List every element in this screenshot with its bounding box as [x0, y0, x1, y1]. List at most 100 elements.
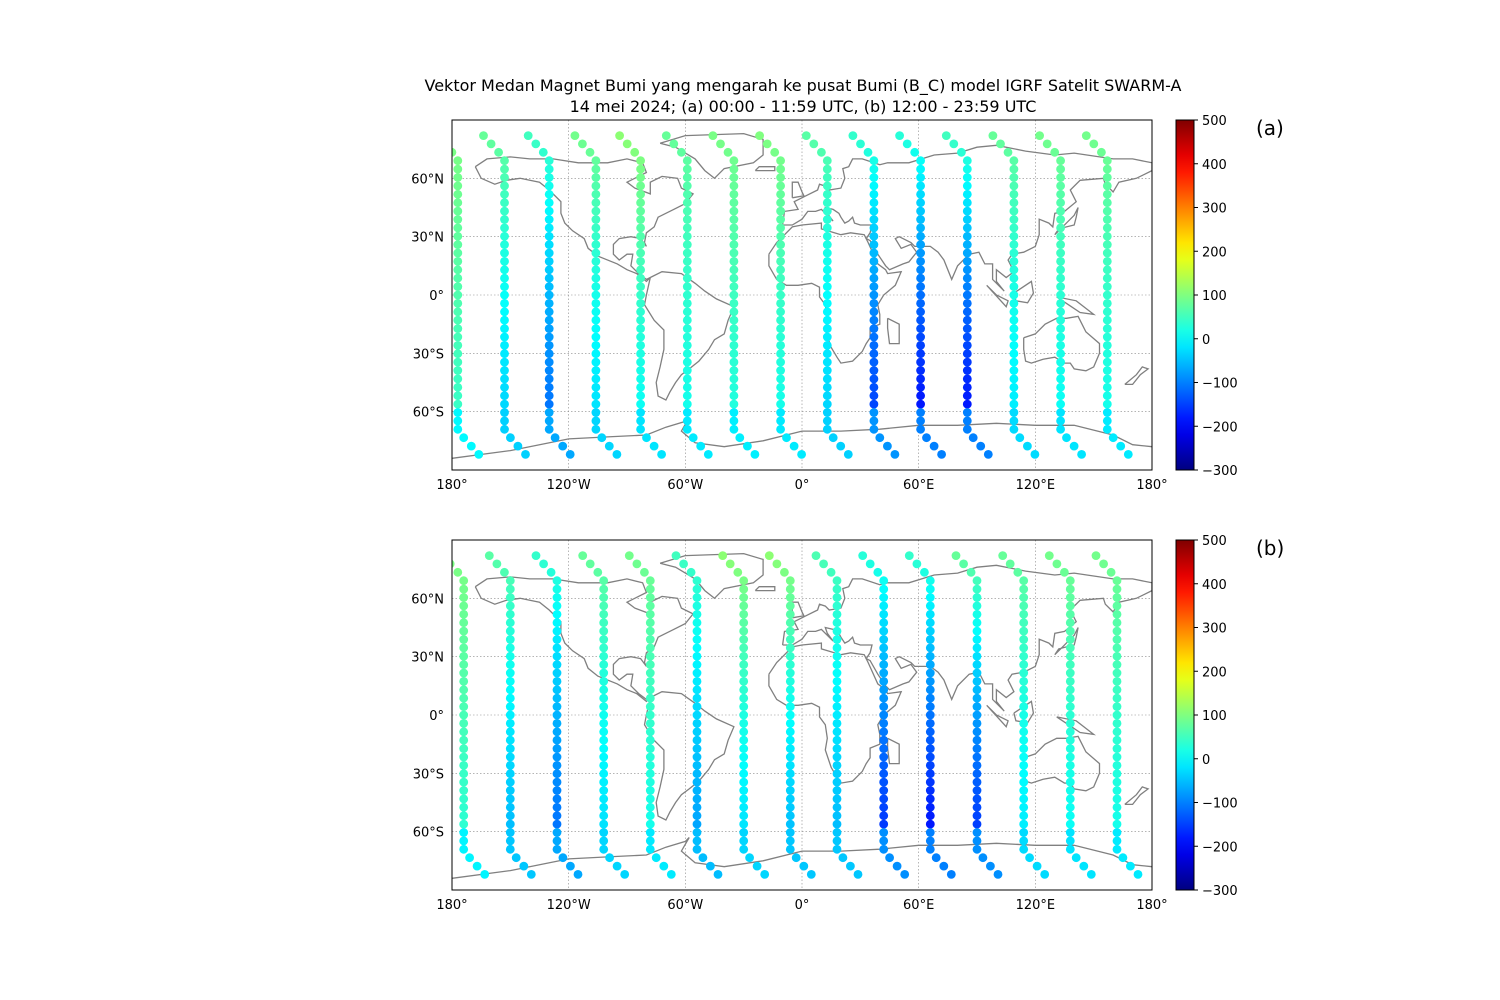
track-point [453, 265, 463, 275]
track-point [925, 660, 935, 669]
track-point [513, 441, 523, 451]
track-point [636, 341, 645, 350]
track-point [459, 643, 469, 653]
track-point [729, 307, 739, 317]
track-point [486, 139, 496, 149]
track-point [1019, 744, 1029, 753]
track-point [591, 416, 601, 426]
track-point [1071, 853, 1081, 863]
track-point [494, 147, 503, 157]
track-point [599, 836, 609, 846]
track-point [739, 761, 749, 770]
track-point [1133, 870, 1143, 879]
track-point [916, 382, 925, 392]
track-point [552, 609, 562, 619]
track-point [797, 450, 806, 459]
track-point [591, 248, 601, 258]
track-point [776, 173, 785, 182]
track-point [1052, 559, 1062, 569]
track-point [776, 324, 785, 333]
track-point [972, 651, 982, 661]
track-point [739, 727, 749, 737]
track-point [500, 273, 509, 283]
track-point [739, 593, 749, 602]
track-point [544, 173, 554, 182]
track-point [1019, 702, 1029, 711]
track-point [1009, 391, 1019, 401]
track-point [459, 618, 469, 628]
track-point [1086, 870, 1096, 879]
track-point [1062, 433, 1071, 443]
track-point [682, 341, 692, 350]
track-point [972, 576, 982, 586]
track-point [739, 752, 749, 762]
track-point [659, 861, 669, 871]
track-point [729, 206, 739, 216]
track-point [776, 366, 785, 375]
colorbar-tick-label: −300 [1202, 884, 1238, 899]
track-point [972, 668, 982, 678]
coastline [986, 704, 1009, 728]
track-point [544, 290, 554, 300]
track-point [552, 752, 562, 762]
x-tick-label: 120°W [547, 898, 591, 913]
track-point [459, 609, 469, 619]
track-point [1056, 189, 1065, 199]
track-point [739, 702, 749, 711]
track-point [916, 215, 925, 224]
track-point [879, 836, 889, 846]
track-point [1009, 299, 1019, 308]
track-point [1056, 332, 1065, 342]
track-point [645, 702, 655, 711]
track-point [1112, 643, 1122, 653]
track-point [505, 584, 515, 594]
track-point [640, 567, 649, 577]
track-point [692, 693, 702, 703]
track-point [669, 139, 679, 149]
track-point [544, 282, 554, 291]
track-point [916, 349, 925, 359]
track-point [636, 424, 645, 434]
track-point [692, 618, 702, 628]
track-point [1009, 223, 1019, 233]
track-point [916, 341, 925, 350]
track-point [552, 660, 562, 669]
track-point [858, 551, 868, 560]
track-point [645, 635, 655, 644]
track-point [832, 635, 842, 644]
track-point [480, 870, 490, 879]
track-point [682, 374, 692, 384]
track-point [972, 660, 982, 669]
track-point [591, 215, 601, 224]
track-point [962, 257, 972, 266]
track-point [544, 181, 554, 191]
track-point [1112, 576, 1122, 586]
track-point [972, 777, 982, 787]
track-point [729, 164, 739, 174]
track-point [552, 643, 562, 653]
track-point [1065, 735, 1075, 745]
track-point [1056, 374, 1065, 384]
track-point [879, 693, 889, 703]
coastline [1056, 296, 1097, 316]
track-point [599, 593, 609, 602]
track-point [916, 366, 925, 375]
track-point [916, 257, 925, 266]
track-point [879, 752, 889, 762]
track-point [962, 215, 972, 224]
track-point [692, 601, 702, 611]
track-point [505, 744, 515, 753]
track-point [801, 131, 811, 141]
track-point [511, 853, 521, 863]
track-point [739, 584, 749, 594]
track-point [832, 794, 842, 804]
track-point [962, 231, 972, 241]
track-point [785, 777, 795, 787]
track-point [785, 811, 795, 821]
track-point [682, 173, 692, 182]
track-point [523, 131, 533, 141]
track-point [822, 416, 832, 426]
track-point [552, 685, 562, 695]
track-point [505, 769, 515, 779]
track-point [459, 777, 469, 787]
